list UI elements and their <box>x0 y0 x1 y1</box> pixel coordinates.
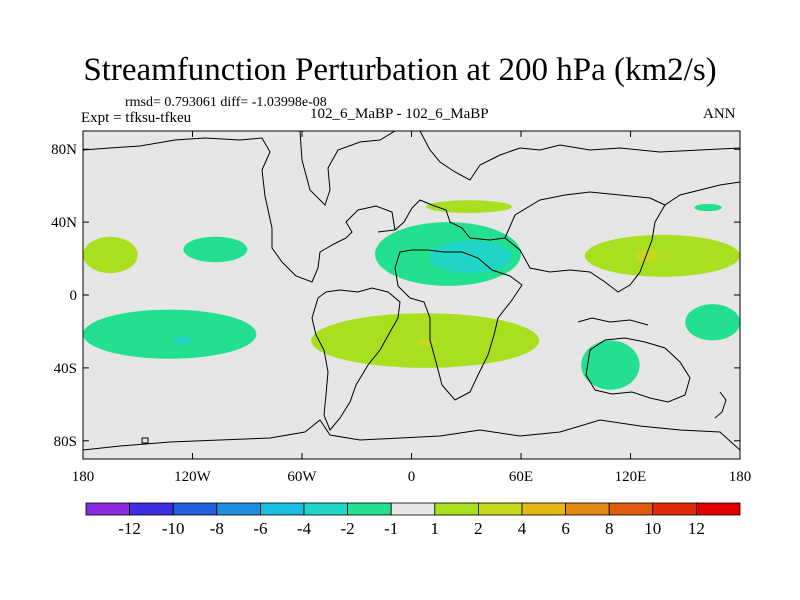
coastlines <box>83 131 740 451</box>
colorbar-label: -1 <box>384 519 398 538</box>
x-tick-label: 120W <box>174 469 212 485</box>
stats-label: rmsd= 0.793061 diff= -1.03998e-08 <box>125 95 327 110</box>
region-south-indian-ocean-negative <box>581 340 640 390</box>
colorbar: -12 -10 -8 -6 -4 -2 -1 1 2 4 6 8 10 12 <box>85 502 741 538</box>
colorbar-label: 10 <box>644 519 661 538</box>
colorbar-label: -12 <box>118 519 141 538</box>
region-asia-positive <box>584 234 740 277</box>
colorbar-label: 8 <box>605 519 614 538</box>
colorbar-label: 12 <box>688 519 705 538</box>
colorbar-label: 2 <box>474 519 483 538</box>
region-south-pacific-east-negative <box>685 304 740 341</box>
x-tick-label: 120E <box>615 469 647 485</box>
region-northeast-pacific-negative <box>694 203 722 212</box>
y-tick-label: 80S <box>54 434 77 450</box>
experiment-label: Expt = tfksu-tfkeu <box>81 110 192 126</box>
region-europe-positive <box>426 200 512 213</box>
colorbar-swatch <box>216 502 261 516</box>
colorbar-swatch <box>652 502 697 516</box>
colorbar-label: -6 <box>253 519 267 538</box>
colorbar-swatch <box>85 502 130 516</box>
colorbar-swatch <box>172 502 218 516</box>
x-tick-label: 180 <box>729 469 752 485</box>
colorbar-label: 4 <box>518 519 527 538</box>
colorbar-swatch <box>303 502 348 516</box>
colorbar-swatch <box>434 502 479 516</box>
region-south-pacific-core <box>174 336 193 345</box>
colorbar-label: -10 <box>162 519 185 538</box>
plot-background <box>83 131 740 459</box>
season-label: ANN <box>703 106 736 122</box>
colorbar-label: -8 <box>210 519 224 538</box>
chart-title: Streamfunction Perturbation at 200 hPa (… <box>83 52 717 88</box>
region-south-atlantic-core <box>416 338 436 347</box>
colorbar-swatch <box>477 502 523 516</box>
colorbar-label: 6 <box>561 519 570 538</box>
x-tick-label: 60E <box>509 469 533 485</box>
y-tick-label: 80N <box>51 142 77 158</box>
colorbar-swatch <box>259 502 305 516</box>
colorbar-swatch <box>565 502 610 516</box>
region-north-africa-mideast-core <box>429 240 512 274</box>
x-tick-label: 180 <box>72 469 95 485</box>
region-north-pacific-positive <box>83 236 138 274</box>
x-tick-label: 0 <box>408 469 416 485</box>
colorbar-label: 1 <box>431 519 440 538</box>
region-south-pacific-negative <box>83 309 257 359</box>
colorbar-label: -2 <box>341 519 355 538</box>
colorbar-swatch <box>608 502 654 516</box>
y-tick-label: 0 <box>70 288 78 304</box>
y-tick-label: 40N <box>51 215 77 231</box>
colorbar-swatch <box>390 502 436 516</box>
colorbar-label: -4 <box>297 519 312 538</box>
colorbar-swatch <box>696 502 741 516</box>
colorbar-swatch <box>347 502 392 516</box>
x-tick-label: 60W <box>287 469 317 485</box>
y-tick-label: 40S <box>54 361 77 377</box>
contour-regions <box>83 200 740 390</box>
x-axis: 180 120W 60W 0 60E 120E 180 <box>72 131 752 485</box>
colorbar-swatch <box>521 502 566 516</box>
region-north-america-negative <box>183 236 248 263</box>
y-axis: 80N 40N 0 40S 80S <box>51 142 740 450</box>
colorbar-swatch <box>129 502 174 516</box>
case-label: 102_6_MaBP - 102_6_MaBP <box>310 106 489 122</box>
